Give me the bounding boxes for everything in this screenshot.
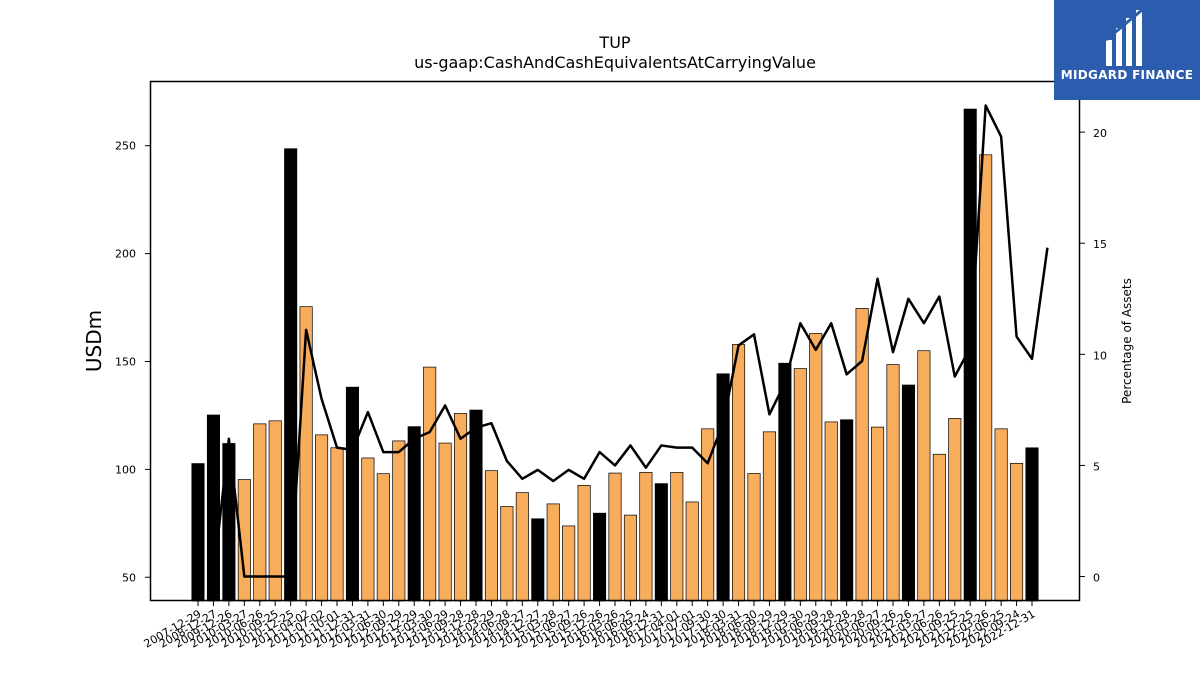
bar-2018-09-29 bbox=[762, 431, 776, 602]
plot-frame bbox=[149, 80, 1081, 602]
brand-logo: MIDGARD FINANCE bbox=[1054, 0, 1200, 100]
line-series bbox=[212, 104, 1049, 578]
bar-2016-09-24 bbox=[639, 472, 653, 602]
logo-mark-icon bbox=[1105, 10, 1143, 66]
bar-2012-09-29 bbox=[392, 440, 406, 602]
bar-2022-06-25 bbox=[994, 428, 1008, 602]
bar-2013-12-28 bbox=[469, 409, 483, 602]
x-axis: 2007-12-292008-12-272009-12-262010-03-27… bbox=[142, 601, 1038, 651]
bar-2013-09-28 bbox=[454, 413, 468, 602]
bar-series bbox=[191, 108, 1039, 602]
bar-2015-12-26 bbox=[593, 512, 607, 602]
percentage-line bbox=[212, 104, 1049, 578]
bar-2016-12-31 bbox=[654, 483, 668, 602]
bar-2014-03-29 bbox=[484, 470, 498, 602]
y-tick-label: 50 bbox=[122, 571, 136, 584]
bar-2014-09-27 bbox=[515, 492, 529, 602]
bar-2019-06-29 bbox=[809, 333, 823, 602]
right-axis: 0 5 10 15 20 bbox=[1080, 127, 1107, 585]
bar-2015-06-27 bbox=[562, 525, 576, 602]
bar-2011-12-31 bbox=[345, 386, 359, 602]
y-axis-label: USDm bbox=[82, 310, 106, 372]
bar-2016-03-26 bbox=[608, 472, 622, 602]
bar-2018-12-29 bbox=[778, 362, 792, 602]
bar-2018-03-31 bbox=[732, 344, 746, 602]
y-tick-label: 200 bbox=[115, 248, 136, 261]
bar-2016-06-25 bbox=[623, 514, 637, 602]
left-axis: 50 100 150 200 250 bbox=[115, 140, 150, 584]
bar-2022-09-24 bbox=[1010, 462, 1024, 602]
bar-2015-03-28 bbox=[546, 503, 560, 602]
bar-2021-03-27 bbox=[917, 350, 931, 602]
bar-2013-06-29 bbox=[438, 442, 452, 602]
bar-2015-09-26 bbox=[577, 485, 591, 602]
bar-2012-12-29 bbox=[407, 426, 421, 602]
bar-2010-06-26 bbox=[253, 423, 267, 602]
y-tick-label: 100 bbox=[115, 463, 136, 476]
y2-tick-label: 20 bbox=[1093, 127, 1107, 140]
bar-2007-12-29 bbox=[191, 463, 205, 602]
bar-2018-06-30 bbox=[747, 473, 761, 602]
bar-2021-06-26 bbox=[932, 453, 946, 602]
bar-2017-04-01 bbox=[670, 472, 684, 602]
chart-title: TUP bbox=[598, 33, 630, 52]
bar-2022-12-31 bbox=[1025, 447, 1039, 602]
y-tick-label: 150 bbox=[115, 355, 136, 368]
y2-axis-label: Percentage of Assets bbox=[1120, 278, 1134, 404]
bar-2012-03-31 bbox=[361, 457, 375, 602]
bar-2020-06-27 bbox=[871, 426, 885, 602]
bar-2020-09-26 bbox=[886, 364, 900, 602]
bar-2010-12-25 bbox=[284, 148, 298, 602]
bar-2011-07-02 bbox=[315, 434, 329, 602]
bar-2014-06-28 bbox=[500, 506, 514, 602]
bar-2017-07-01 bbox=[685, 501, 699, 602]
bar-2021-09-25 bbox=[948, 418, 962, 602]
bar-2019-03-30 bbox=[793, 368, 807, 602]
bar-2014-12-27 bbox=[531, 518, 545, 602]
chart-subtitle: us-gaap:CashAndCashEquivalentsAtCarrying… bbox=[414, 53, 816, 72]
bar-2011-10-01 bbox=[330, 447, 344, 602]
bar-2013-03-30 bbox=[423, 366, 437, 602]
y-tick-label: 250 bbox=[115, 140, 136, 153]
bar-2020-12-26 bbox=[901, 384, 915, 602]
bar-2019-12-28 bbox=[840, 419, 854, 602]
y2-tick-label: 10 bbox=[1093, 349, 1107, 362]
bar-2012-06-30 bbox=[376, 473, 390, 602]
logo-text: MIDGARD FINANCE bbox=[1060, 68, 1194, 82]
bar-2022-03-26 bbox=[979, 154, 993, 602]
bar-2020-03-28 bbox=[855, 308, 869, 602]
bar-2010-09-25 bbox=[268, 420, 282, 602]
y2-tick-label: 15 bbox=[1093, 238, 1107, 251]
bar-2019-09-28 bbox=[824, 421, 838, 602]
y2-tick-label: 0 bbox=[1093, 572, 1100, 585]
y2-tick-label: 5 bbox=[1093, 460, 1100, 473]
bar-2017-12-30 bbox=[716, 373, 730, 602]
